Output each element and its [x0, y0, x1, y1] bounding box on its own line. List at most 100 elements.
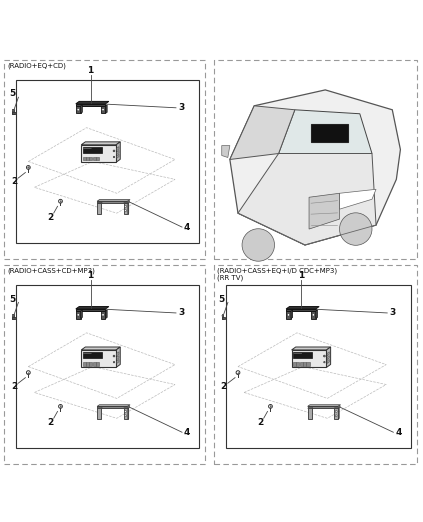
Circle shape	[125, 210, 126, 211]
Bar	[89, 157, 93, 160]
Polygon shape	[81, 347, 120, 350]
Polygon shape	[117, 355, 119, 360]
Circle shape	[236, 371, 240, 374]
Bar	[82, 362, 86, 365]
Text: 2: 2	[48, 213, 54, 222]
Bar	[97, 407, 128, 408]
Bar	[12, 112, 16, 114]
Polygon shape	[97, 405, 130, 407]
Circle shape	[125, 410, 126, 412]
Circle shape	[102, 314, 104, 316]
Circle shape	[222, 315, 223, 316]
Circle shape	[113, 361, 115, 363]
Bar	[86, 157, 89, 160]
Bar	[226, 285, 411, 448]
Circle shape	[12, 110, 13, 111]
Bar	[299, 362, 303, 365]
Bar	[286, 309, 316, 311]
Text: 1: 1	[88, 271, 94, 280]
Bar	[82, 352, 102, 358]
Bar	[334, 408, 338, 419]
Text: 5: 5	[9, 89, 15, 98]
Text: 2: 2	[221, 382, 227, 391]
Circle shape	[27, 371, 30, 374]
Bar	[293, 362, 296, 365]
Circle shape	[27, 165, 30, 169]
Bar	[306, 362, 310, 365]
Bar	[89, 362, 93, 365]
Polygon shape	[291, 347, 331, 350]
Polygon shape	[116, 347, 120, 367]
Circle shape	[340, 213, 372, 245]
Circle shape	[125, 415, 126, 417]
Circle shape	[113, 156, 115, 158]
Circle shape	[59, 199, 62, 203]
Polygon shape	[116, 142, 120, 162]
Bar	[101, 311, 105, 318]
Bar	[124, 203, 128, 214]
Bar	[96, 157, 99, 160]
Polygon shape	[117, 154, 119, 158]
Polygon shape	[308, 405, 341, 407]
Bar	[82, 157, 86, 160]
Circle shape	[324, 355, 325, 357]
Bar	[297, 362, 299, 365]
Bar	[311, 124, 348, 141]
Bar	[222, 317, 225, 319]
Polygon shape	[105, 310, 107, 318]
Circle shape	[113, 150, 115, 152]
Circle shape	[59, 405, 62, 408]
Polygon shape	[316, 310, 317, 318]
Circle shape	[338, 406, 340, 408]
Bar	[291, 350, 327, 367]
Bar	[81, 350, 116, 367]
Circle shape	[242, 229, 275, 261]
Circle shape	[113, 355, 115, 357]
Circle shape	[127, 406, 130, 408]
Bar	[308, 407, 338, 408]
Bar	[97, 203, 102, 214]
Bar	[214, 265, 417, 464]
Bar	[303, 362, 306, 365]
Polygon shape	[81, 142, 120, 145]
Polygon shape	[81, 105, 82, 113]
Polygon shape	[76, 101, 109, 104]
Polygon shape	[230, 106, 295, 160]
Polygon shape	[327, 355, 330, 360]
Bar	[97, 408, 102, 419]
Polygon shape	[128, 203, 129, 214]
Circle shape	[12, 315, 13, 316]
Text: 3: 3	[178, 309, 184, 317]
Circle shape	[335, 415, 337, 417]
Bar	[311, 311, 316, 318]
Circle shape	[77, 314, 80, 316]
Bar	[93, 362, 96, 365]
Circle shape	[335, 410, 337, 412]
Polygon shape	[117, 359, 119, 363]
Text: 3: 3	[389, 309, 396, 317]
Polygon shape	[76, 306, 109, 309]
Text: 2: 2	[258, 418, 264, 427]
Text: 1: 1	[88, 66, 94, 75]
Text: 3: 3	[178, 103, 184, 112]
Bar	[308, 408, 312, 419]
Text: (RADIO+EQ+CD): (RADIO+EQ+CD)	[8, 62, 66, 69]
Text: 2: 2	[11, 382, 17, 391]
Polygon shape	[97, 199, 130, 201]
Polygon shape	[81, 310, 82, 318]
Bar	[286, 311, 291, 318]
Bar	[16, 80, 199, 243]
Circle shape	[77, 109, 80, 111]
Text: (RADIO+CASS+CD+MP3): (RADIO+CASS+CD+MP3)	[8, 267, 96, 274]
Polygon shape	[327, 347, 331, 367]
Polygon shape	[117, 147, 119, 151]
Polygon shape	[222, 146, 230, 158]
Circle shape	[324, 361, 325, 363]
Bar	[222, 314, 223, 319]
Polygon shape	[309, 193, 340, 229]
Text: 2: 2	[48, 418, 54, 427]
Bar	[4, 60, 205, 259]
Polygon shape	[117, 150, 119, 155]
Text: 5: 5	[9, 294, 15, 303]
Text: 1: 1	[298, 271, 304, 280]
